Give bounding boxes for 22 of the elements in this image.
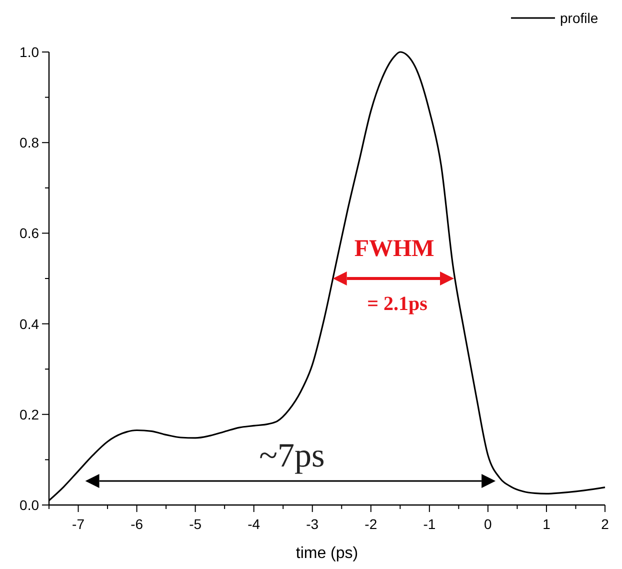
x-tick-label: -1: [423, 516, 436, 532]
y-tick-label: 1.0: [20, 44, 40, 60]
y-tick-label: 0.4: [20, 316, 40, 332]
y-tick-label: 0.8: [20, 134, 40, 151]
x-tick-label: -2: [364, 516, 378, 532]
line-series: [48, 51, 606, 502]
annotation: FWHM: [354, 236, 434, 262]
y-tick-label: 0.2: [20, 406, 40, 422]
annotation: = 2.1ps: [367, 293, 428, 316]
x-tick-label: 2: [601, 516, 610, 532]
y-tick-label: 0.0: [20, 497, 40, 513]
x-tick-label: 1: [542, 516, 551, 532]
x-tick-label: -6: [130, 516, 144, 532]
x-tick-label: -7: [72, 516, 85, 532]
x-tick-label: -4: [248, 516, 260, 532]
x-tick-label: -3: [306, 516, 319, 532]
legend-label: profile: [560, 10, 598, 26]
x-tick-label: 0: [484, 516, 492, 532]
x-axis-title: time (ps): [296, 545, 358, 562]
y-tick-label: 0.6: [20, 225, 40, 242]
x-tick-label: -5: [189, 516, 202, 532]
annotation: ~7ps: [259, 437, 325, 474]
